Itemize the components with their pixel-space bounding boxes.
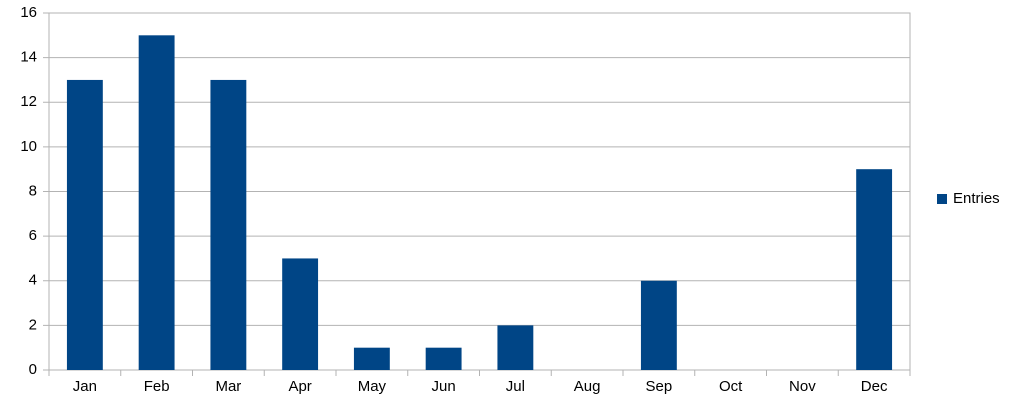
bar <box>66 79 103 370</box>
bar <box>282 258 319 370</box>
bar <box>640 280 677 370</box>
legend-swatch <box>937 194 947 204</box>
y-tick-label: 8 <box>29 182 37 199</box>
y-tick-label: 14 <box>20 49 37 66</box>
bar <box>353 347 390 370</box>
x-tick-label: Sep <box>646 378 673 395</box>
bar <box>497 325 534 370</box>
bar <box>425 347 462 370</box>
x-tick-label: Feb <box>144 378 170 395</box>
x-tick-label: Jan <box>73 378 97 395</box>
x-tick-label: Aug <box>574 378 601 395</box>
y-tick-label: 6 <box>29 227 37 244</box>
legend-label: Entries <box>953 190 1000 207</box>
x-tick-label: Jul <box>506 378 525 395</box>
y-tick-label: 4 <box>29 272 37 289</box>
y-tick-label: 12 <box>20 93 37 110</box>
x-tick-label: Oct <box>719 378 743 395</box>
x-tick-label: Apr <box>288 378 311 395</box>
x-tick-label: Mar <box>215 378 241 395</box>
y-tick-label: 0 <box>29 361 37 378</box>
x-tick-label: Jun <box>432 378 456 395</box>
x-tick-label: Dec <box>861 378 888 395</box>
x-tick-label: May <box>358 378 387 395</box>
x-tick-label: Nov <box>789 378 816 395</box>
y-tick-label: 16 <box>20 4 37 21</box>
y-tick-label: 2 <box>29 316 37 333</box>
bar <box>138 35 175 370</box>
bar <box>210 79 247 370</box>
y-tick-label: 10 <box>20 138 37 155</box>
bar <box>856 169 893 370</box>
